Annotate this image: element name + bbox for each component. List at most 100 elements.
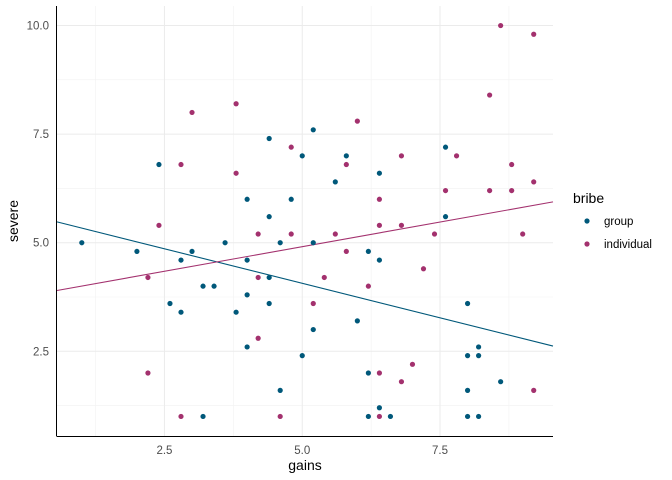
point-group (288, 196, 294, 202)
point-individual (178, 161, 184, 168)
point-individual (498, 22, 504, 29)
point-group (233, 309, 239, 315)
point-group (244, 344, 250, 350)
point-group (266, 214, 272, 220)
point-group (442, 144, 449, 150)
point-group (266, 274, 272, 281)
point-group (464, 413, 471, 420)
point-group (244, 292, 250, 298)
point-individual (376, 196, 382, 202)
point-individual (531, 179, 537, 185)
point-group (442, 214, 449, 220)
minor-gridlines (57, 6, 553, 436)
point-group (464, 300, 471, 307)
point-group (244, 196, 250, 202)
point-group (354, 318, 360, 324)
point-group (79, 240, 85, 246)
x-tick-label: 7.5 (432, 445, 448, 457)
point-group (299, 353, 305, 359)
point-individual (189, 109, 195, 116)
point-group (376, 405, 382, 411)
point-individual (431, 231, 438, 237)
point-individual (310, 300, 316, 307)
point-individual (343, 248, 349, 255)
point-group (156, 161, 162, 168)
point-individual (420, 266, 427, 272)
point-group (134, 248, 140, 255)
point-individual (487, 187, 493, 194)
x-axis-title: gains (288, 457, 321, 473)
point-individual (442, 187, 449, 194)
point-individual (233, 170, 239, 176)
point-individual (409, 361, 416, 367)
point-individual (398, 379, 405, 385)
point-group (498, 379, 504, 385)
point-individual (365, 283, 371, 289)
point-group (211, 283, 217, 289)
point-group (244, 257, 250, 263)
point-group (464, 387, 471, 393)
point-group (222, 240, 228, 246)
fit-line-individual (56, 201, 554, 292)
y-axis-title: severe (5, 200, 21, 242)
point-group (310, 240, 316, 246)
point-group (464, 353, 471, 359)
x-axis-ticks: 2.5 5.0 7.5 (156, 445, 448, 457)
x-tick-label: 2.5 (156, 445, 172, 457)
point-individual (233, 101, 239, 107)
point-group (189, 248, 195, 255)
legend-items: group individual (584, 216, 652, 251)
point-individual (453, 153, 460, 159)
y-tick-label: 7.5 (33, 129, 49, 141)
y-tick-label: 5.0 (33, 238, 49, 250)
point-group (365, 413, 371, 420)
y-tick-label: 2.5 (33, 346, 49, 358)
point-individual (145, 370, 151, 376)
legend-key-group (584, 218, 590, 224)
point-group (299, 153, 305, 159)
point-individual (531, 387, 537, 393)
point-individual (178, 413, 184, 420)
point-group (376, 257, 382, 263)
point-group (310, 127, 316, 133)
point-individual (321, 274, 327, 281)
legend-label-individual: individual (604, 239, 652, 251)
point-group (200, 283, 206, 289)
regression-lines (56, 201, 554, 347)
legend-title: bribe (573, 190, 604, 206)
legend-label-group: group (604, 216, 633, 228)
y-axis-ticks: 2.5 5.0 7.5 10.0 (27, 21, 49, 359)
point-individual (531, 31, 537, 37)
point-group (376, 170, 382, 176)
point-individual (255, 335, 261, 341)
point-individual (376, 222, 382, 228)
legend: bribe group individual (573, 190, 652, 251)
legend-key-individual (584, 241, 590, 247)
x-tick-label: 5.0 (294, 445, 310, 457)
point-individual (145, 274, 151, 281)
point-individual (332, 231, 338, 237)
point-individual (288, 144, 294, 150)
point-group (310, 326, 316, 333)
point-group (476, 344, 482, 350)
point-group (365, 248, 371, 255)
point-group (476, 353, 482, 359)
point-group (266, 135, 272, 142)
point-individual (277, 413, 283, 420)
point-group (387, 413, 394, 420)
point-group (200, 413, 206, 420)
point-individual (288, 231, 294, 237)
point-group (277, 387, 283, 393)
point-individual (255, 231, 261, 237)
point-individual (398, 222, 405, 228)
point-group (365, 370, 371, 376)
point-individual (376, 413, 382, 420)
point-group (167, 300, 173, 307)
point-group (277, 240, 283, 246)
point-group (476, 413, 482, 420)
point-group (178, 309, 184, 315)
point-group (332, 179, 338, 185)
point-individual (156, 222, 162, 228)
point-individual (509, 161, 515, 168)
